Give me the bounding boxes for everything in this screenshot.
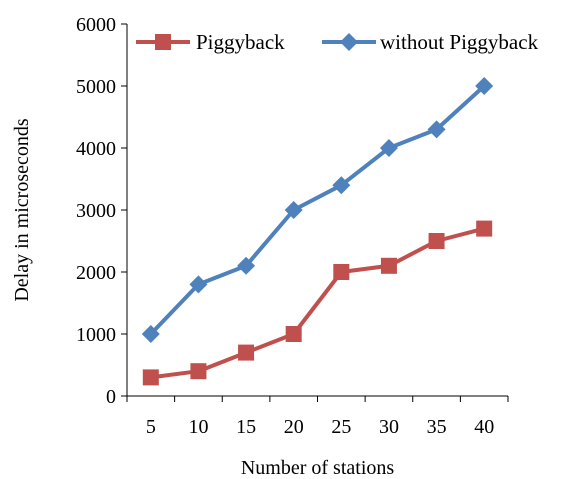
legend-label: Piggyback xyxy=(196,30,285,54)
series-1 xyxy=(142,220,493,386)
x-tick-label: 5 xyxy=(146,416,156,438)
y-axis-label: Delay in microseconds xyxy=(11,118,33,301)
y-tick-label: 3000 xyxy=(76,200,116,222)
data-point xyxy=(190,363,207,380)
legend-marker xyxy=(155,34,171,50)
data-point xyxy=(380,257,397,274)
legend-marker xyxy=(340,33,358,51)
x-ticks: 5 10 15 20 25 30 35 40 xyxy=(126,396,509,438)
y-tick-label: 0 xyxy=(106,386,116,408)
data-point xyxy=(476,220,493,237)
axes xyxy=(126,24,508,397)
y-tick-label: 5000 xyxy=(76,76,116,98)
data-point xyxy=(237,256,256,275)
x-tick-label: 25 xyxy=(331,416,351,438)
series-line xyxy=(150,226,485,380)
data-point xyxy=(428,233,445,249)
series-line xyxy=(149,84,486,336)
data-point xyxy=(427,120,446,139)
y-tick-label: 4000 xyxy=(76,138,116,160)
x-tick-label: 20 xyxy=(284,416,304,438)
x-tick-label: 10 xyxy=(188,416,208,438)
data-point xyxy=(238,344,255,361)
series-2 xyxy=(141,77,494,343)
x-tick-label: 15 xyxy=(236,416,256,438)
data-point xyxy=(333,264,350,280)
x-axis-label: Number of stations xyxy=(241,457,395,479)
y-tick-label: 6000 xyxy=(76,14,116,36)
data-point xyxy=(285,326,302,342)
data-point xyxy=(141,325,160,343)
data-point xyxy=(189,275,208,294)
y-tick-label: 1000 xyxy=(76,324,116,346)
legend-item-1: Piggyback xyxy=(136,30,285,54)
series-layer xyxy=(141,77,494,386)
y-ticks: 0 1000 2000 3000 4000 5000 6000 xyxy=(76,14,127,408)
data-point xyxy=(284,201,303,219)
legend: Piggyback without Piggyback xyxy=(136,30,539,54)
data-point xyxy=(332,176,351,195)
x-tick-label: 35 xyxy=(427,416,447,438)
x-tick-label: 40 xyxy=(474,416,494,438)
data-point xyxy=(475,77,494,95)
legend-item-2: without Piggyback xyxy=(322,30,539,54)
y-tick-label: 2000 xyxy=(76,262,116,284)
legend-label: without Piggyback xyxy=(380,30,539,54)
data-point xyxy=(379,139,398,157)
x-tick-label: 30 xyxy=(379,416,399,438)
data-point xyxy=(142,369,159,386)
